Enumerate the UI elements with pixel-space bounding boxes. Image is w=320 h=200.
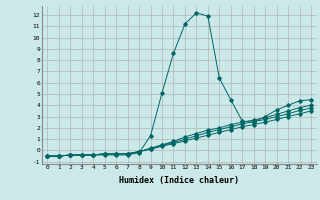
X-axis label: Humidex (Indice chaleur): Humidex (Indice chaleur) [119,176,239,185]
